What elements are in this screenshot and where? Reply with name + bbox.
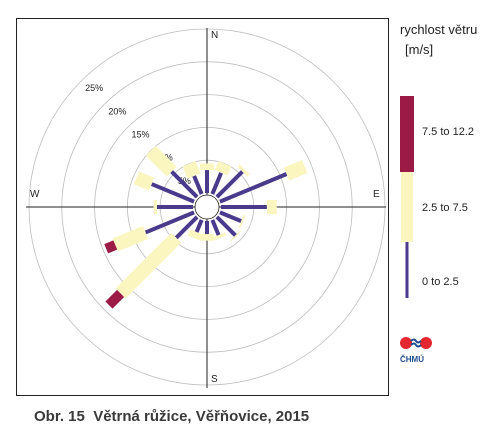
bar-SW-2 [105, 289, 125, 309]
bar-NNW-0 [192, 175, 204, 195]
legend-label-high: 7.5 to 12.2 [422, 126, 474, 138]
bar-NNW-1 [182, 161, 201, 179]
legend-label-calm: 0 to 2.5 [422, 276, 459, 288]
bar-NNE-1 [214, 161, 232, 176]
bar-ENE-0 [219, 172, 288, 204]
bar-NW-0 [170, 170, 199, 199]
bar-NE-1 [237, 164, 250, 177]
legend-swatch-calm [405, 242, 409, 298]
bar-SSE-0 [210, 219, 221, 236]
bar-WSW-2 [104, 240, 118, 254]
bar-SW-0 [174, 215, 199, 240]
caption-label: Obr. 15 [34, 408, 85, 425]
legend-label-medium: 2.5 to 7.5 [422, 202, 468, 214]
compass-label-e: E [373, 189, 380, 200]
bar-SSW-1 [187, 229, 204, 241]
legend-swatch-high [400, 96, 414, 172]
compass-label-w: W [30, 189, 40, 200]
bar-WNW-1 [133, 171, 155, 191]
radial-tick-label: 20% [108, 106, 126, 116]
bar-SE-1 [230, 230, 242, 242]
bar-SSE-1 [212, 232, 227, 241]
chmu-logo-icon [400, 337, 432, 349]
legend-title: rychlost větru [400, 22, 478, 37]
legend-swatch-medium [401, 172, 413, 242]
logo-text: ČHMÚ [400, 355, 424, 364]
figure-caption: Obr. 15 Větrná růžice, Věřňovice, 2015 [34, 408, 309, 425]
radial-tick-label: 5% [178, 176, 191, 186]
legend-swatches [400, 96, 414, 298]
bar-NNE-0 [210, 172, 223, 195]
compass-label-n: N [211, 30, 218, 41]
bar-SW-1 [115, 232, 182, 299]
bar-SE-0 [215, 215, 237, 237]
bar-ESE-0 [219, 210, 242, 223]
bar-WSW-0 [144, 210, 195, 235]
bar-WNW-0 [150, 182, 195, 204]
calm-center [194, 194, 220, 220]
radial-tick-label: 15% [132, 130, 150, 140]
radial-tick-label: 25% [85, 83, 103, 93]
bar-SSW-0 [194, 219, 204, 233]
bar-ENE-1 [283, 160, 308, 181]
compass-label-s: S [211, 374, 218, 385]
bar-NE-0 [215, 170, 244, 199]
bar-ESE-1 [238, 214, 246, 229]
bar-NW-1 [145, 145, 177, 177]
bar-WSW-1 [112, 225, 149, 252]
legend-unit: [m/s] [405, 42, 434, 57]
caption-title: Větrná růžice, Věřňovice, 2015 [93, 408, 310, 425]
